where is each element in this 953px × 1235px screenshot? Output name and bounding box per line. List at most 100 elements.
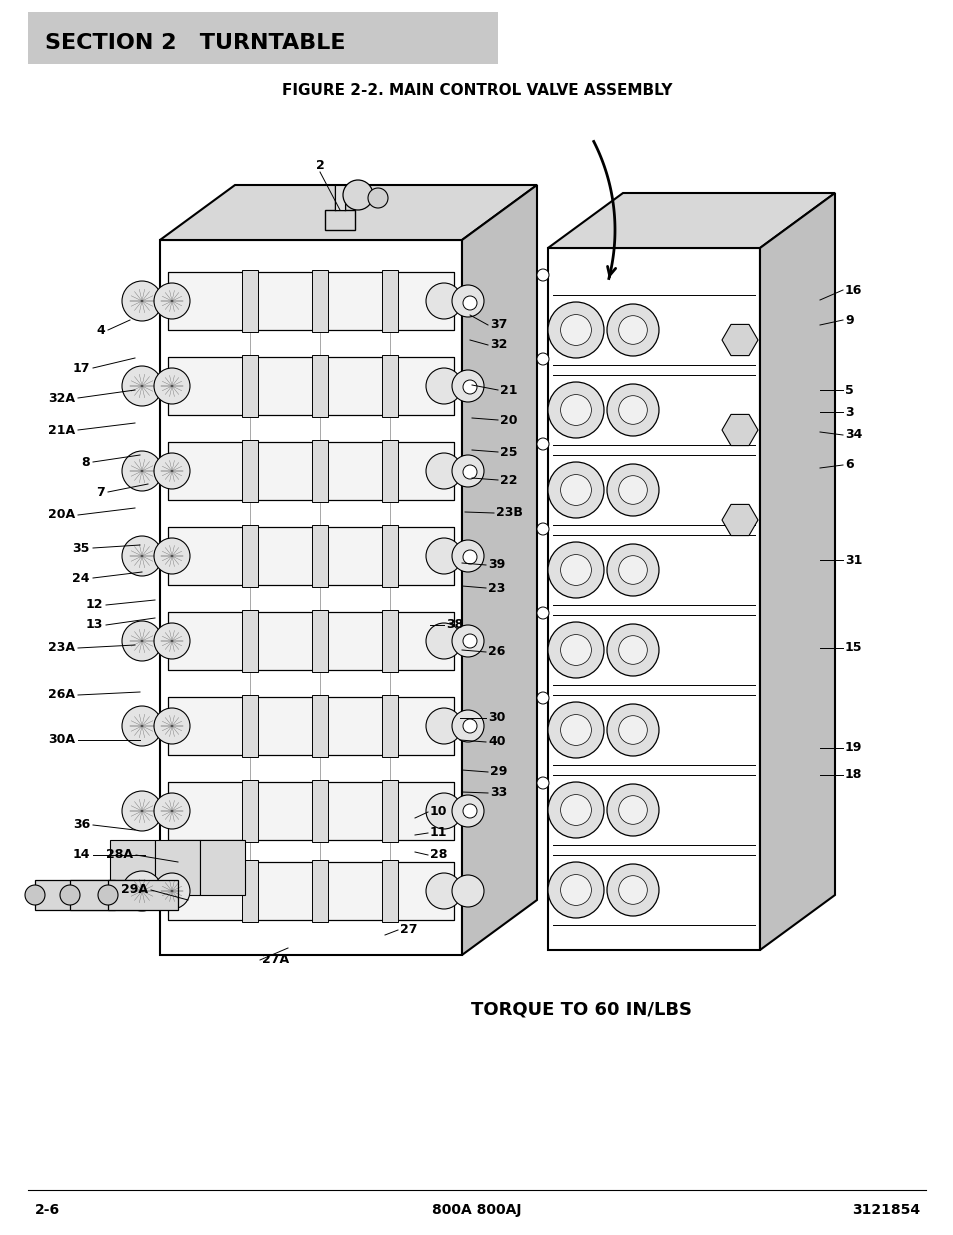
Circle shape bbox=[368, 188, 388, 207]
Text: 38: 38 bbox=[446, 619, 463, 631]
Text: 4: 4 bbox=[96, 324, 105, 336]
Circle shape bbox=[426, 708, 461, 743]
Bar bbox=[242, 354, 257, 417]
Circle shape bbox=[25, 885, 45, 905]
Bar bbox=[242, 440, 257, 501]
Circle shape bbox=[547, 303, 603, 358]
Bar bbox=[381, 354, 397, 417]
Text: SECTION 2   TURNTABLE: SECTION 2 TURNTABLE bbox=[45, 33, 345, 53]
Text: 9: 9 bbox=[844, 314, 853, 326]
Text: 32A: 32A bbox=[48, 391, 75, 405]
Polygon shape bbox=[547, 248, 760, 950]
Circle shape bbox=[547, 701, 603, 758]
Text: 13: 13 bbox=[86, 619, 103, 631]
Text: 35: 35 bbox=[72, 541, 90, 555]
Circle shape bbox=[547, 782, 603, 839]
Circle shape bbox=[537, 522, 548, 535]
Circle shape bbox=[452, 876, 483, 906]
Circle shape bbox=[606, 464, 659, 516]
Text: 24: 24 bbox=[72, 572, 90, 584]
Bar bbox=[381, 695, 397, 757]
Circle shape bbox=[122, 871, 162, 911]
Polygon shape bbox=[461, 185, 537, 955]
Polygon shape bbox=[168, 527, 454, 585]
Bar bbox=[242, 695, 257, 757]
Bar bbox=[312, 610, 328, 672]
Text: 25: 25 bbox=[499, 446, 517, 458]
Bar bbox=[381, 440, 397, 501]
Circle shape bbox=[426, 873, 461, 909]
Circle shape bbox=[618, 316, 647, 345]
Text: 39: 39 bbox=[488, 558, 505, 572]
Circle shape bbox=[537, 353, 548, 366]
Circle shape bbox=[462, 719, 476, 734]
Text: 23B: 23B bbox=[496, 506, 522, 520]
Circle shape bbox=[547, 542, 603, 598]
Text: 31: 31 bbox=[844, 553, 862, 567]
Circle shape bbox=[547, 382, 603, 438]
Circle shape bbox=[537, 606, 548, 619]
Circle shape bbox=[618, 395, 647, 425]
Circle shape bbox=[537, 692, 548, 704]
Bar bbox=[312, 270, 328, 332]
Text: 26: 26 bbox=[488, 646, 505, 658]
Polygon shape bbox=[160, 185, 537, 240]
Polygon shape bbox=[110, 840, 154, 895]
Circle shape bbox=[606, 864, 659, 916]
Circle shape bbox=[452, 454, 483, 487]
Text: 2: 2 bbox=[315, 158, 324, 172]
Circle shape bbox=[618, 636, 647, 664]
Text: 20: 20 bbox=[499, 414, 517, 426]
Text: 28A: 28A bbox=[106, 848, 132, 862]
Polygon shape bbox=[35, 881, 115, 910]
Text: 29A: 29A bbox=[121, 883, 148, 897]
Circle shape bbox=[606, 304, 659, 356]
Circle shape bbox=[462, 296, 476, 310]
Bar bbox=[381, 610, 397, 672]
Polygon shape bbox=[168, 272, 454, 330]
Circle shape bbox=[426, 793, 461, 829]
Circle shape bbox=[153, 368, 190, 404]
Text: 10: 10 bbox=[430, 805, 447, 819]
Polygon shape bbox=[721, 325, 758, 356]
Bar bbox=[242, 270, 257, 332]
Circle shape bbox=[560, 395, 591, 425]
Circle shape bbox=[606, 704, 659, 756]
Circle shape bbox=[547, 622, 603, 678]
Bar bbox=[381, 270, 397, 332]
Polygon shape bbox=[168, 862, 454, 920]
Circle shape bbox=[153, 708, 190, 743]
Circle shape bbox=[618, 795, 647, 824]
Circle shape bbox=[462, 466, 476, 479]
Circle shape bbox=[462, 550, 476, 564]
Text: 20A: 20A bbox=[48, 509, 75, 521]
Text: 18: 18 bbox=[844, 768, 862, 782]
Text: 8: 8 bbox=[81, 456, 90, 468]
Text: 6: 6 bbox=[844, 458, 853, 472]
Bar bbox=[381, 781, 397, 842]
Text: 17: 17 bbox=[72, 362, 90, 374]
Polygon shape bbox=[721, 415, 758, 446]
Circle shape bbox=[560, 874, 591, 905]
Circle shape bbox=[122, 451, 162, 492]
Bar bbox=[312, 525, 328, 587]
Bar bbox=[312, 695, 328, 757]
Circle shape bbox=[560, 794, 591, 825]
Text: 16: 16 bbox=[844, 284, 862, 296]
Text: 12: 12 bbox=[86, 599, 103, 611]
Text: 800A 800AJ: 800A 800AJ bbox=[432, 1203, 521, 1216]
Text: 27: 27 bbox=[399, 924, 417, 936]
Text: 3: 3 bbox=[844, 405, 853, 419]
Circle shape bbox=[153, 622, 190, 659]
Bar bbox=[312, 354, 328, 417]
Text: 32: 32 bbox=[490, 338, 507, 352]
Circle shape bbox=[153, 873, 190, 909]
Text: 2-6: 2-6 bbox=[35, 1203, 60, 1216]
Text: 27A: 27A bbox=[262, 953, 289, 967]
Bar bbox=[381, 525, 397, 587]
Text: 21: 21 bbox=[499, 384, 517, 396]
Polygon shape bbox=[168, 697, 454, 755]
Circle shape bbox=[122, 790, 162, 831]
Circle shape bbox=[452, 710, 483, 742]
Circle shape bbox=[426, 368, 461, 404]
